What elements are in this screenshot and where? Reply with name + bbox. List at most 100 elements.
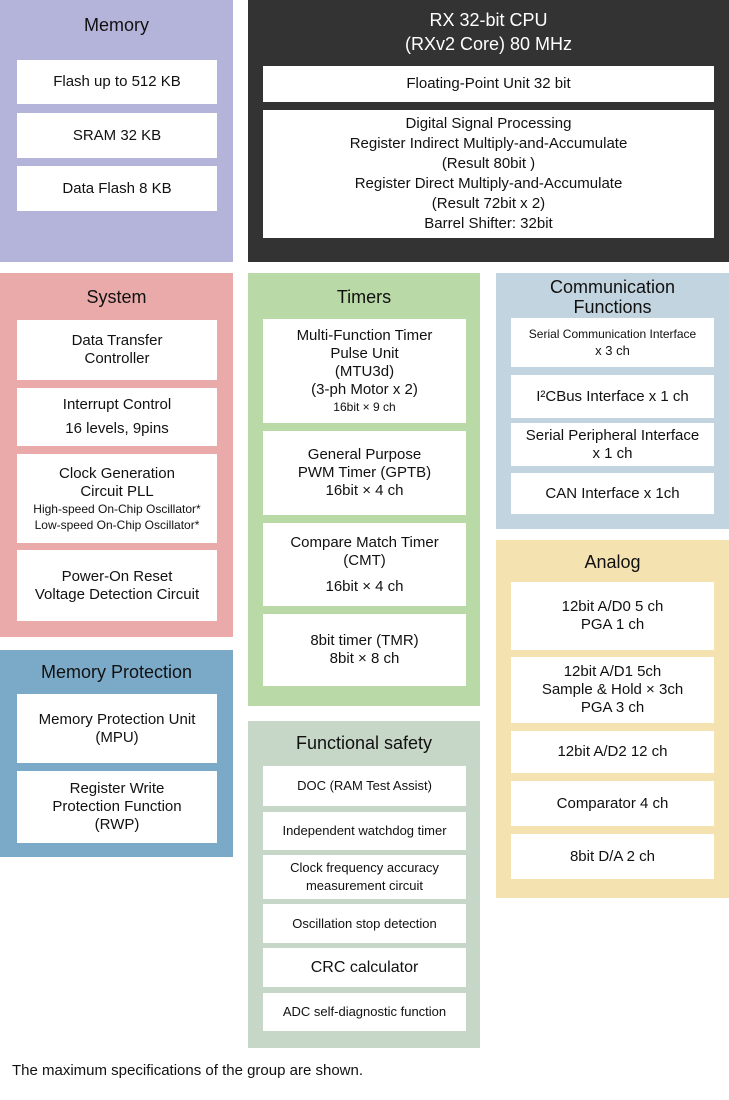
feature-line: 12bit A/D2 12 ch [557,743,668,760]
feature-line: PWM Timer (GPTB) [297,464,432,481]
feature-line: 12bit A/D1 5ch [563,663,662,680]
feature-block: Independent watchdog timer [263,812,466,850]
feature-line: (Result 72bit x 2) [431,195,546,212]
panel-title-line: System [86,287,147,307]
feature-line: 12bit A/D0 5 ch [561,598,664,615]
feature-block: 12bit A/D2 12 ch [511,731,714,773]
feature-line: Multi-Function Timer [296,327,433,344]
feature-block: Floating-Point Unit 32 bit [263,66,714,102]
feature-block: Compare Match Timer (CMT) 16bit × 4 ch [263,523,466,606]
feature-line: Sample & Hold × 3ch [541,681,684,698]
feature-line: SRAM 32 KB [72,126,162,144]
feature-line: PGA 3 ch [580,699,645,716]
timers-panel: Timers Multi-Function Timer Pulse Unit (MTU… [248,273,480,706]
feature-block: 8bit timer (TMR) 8bit × 8 ch [263,614,466,686]
feature-block: CAN Interface x 1ch [511,473,714,514]
feature-line: 8bit D/A 2 ch [569,847,656,865]
feature-block: SRAM 32 KB [17,113,217,158]
feature-block: Data Flash 8 KB [17,166,217,211]
feature-line: Interrupt Control [62,396,172,413]
feature-line: I²CBus Interface x 1 ch [536,387,689,405]
feature-line: 16bit × 4 ch [325,577,404,595]
feature-line: Independent watchdog timer [282,823,447,838]
memory-protection-panel: Memory Protection Memory Protection Unit(… [0,650,233,857]
panel-title-line: (RXv2 Core) 80 MHz [404,34,573,54]
feature-block: Power-On Reset Voltage Detection Circuit [17,550,217,621]
feature-block: 8bit D/A 2 ch [511,834,714,879]
feature-line: Serial Communication Interface [528,326,697,341]
feature-block: Memory Protection Unit (MPU) [17,694,217,763]
feature-block: Multi-Function Timer Pulse Unit (MTU3d) (3-… [263,319,466,423]
feature-line: (MPU) [95,728,139,746]
feature-block: CRC calculator [263,948,466,987]
feature-line: x 3 ch [595,342,630,358]
feature-line: DOC (RAM Test Assist) [297,778,432,793]
feature-line: General Purpose [307,446,422,463]
panel-title: Communication Functions [496,277,729,317]
panel-title-line: Memory Protection [40,662,193,682]
feature-line: ADC self-diagnostic function [282,1004,447,1019]
feature-line: 8bit × 8 ch [329,650,400,667]
memory-panel: Memory Flash up to 512 KB SRAM 32 KB Data F… [0,0,233,262]
feature-block: Flash up to 512 KB [17,60,217,104]
feature-block: ADC self-diagnostic function [263,993,466,1031]
feature-line: Register Write [69,780,165,797]
feature-block: Oscillation stop detection [263,904,466,943]
feature-block: Interrupt Control 16 levels, 9pins [17,388,217,446]
feature-block: Digital Signal Processing Register Indire… [263,110,714,238]
feature-line: Register Direct Multiply-and-Accumulate [354,175,623,192]
feature-line: Power-On Reset [61,567,173,585]
feature-block: Comparator 4 ch [511,781,714,826]
feature-line: Voltage Detection Circuit [34,585,200,603]
feature-block: Data Transfer Controller [17,320,217,380]
feature-line: Data Transfer [71,332,163,349]
panel-title-line: RX 32-bit CPU [429,10,548,30]
feature-line: Protection Function [52,798,182,815]
footnote: The maximum specifications of the group … [12,1062,363,1079]
feature-block: 12bit A/D1 5ch Sample & Hold × 3ch PGA 3 c… [511,657,714,723]
feature-line: PGA 1 ch [580,616,645,633]
feature-line: (CMT) [343,551,386,569]
feature-line: Floating-Point Unit 32 bit [406,75,571,92]
feature-block: Serial Peripheral Interface x 1 ch [511,423,714,466]
feature-line: 16bit × 4 ch [325,482,404,499]
feature-line: 16bit × 9 ch [333,400,396,414]
feature-line: Flash up to 512 KB [53,73,181,90]
feature-line: Pulse Unit [330,345,399,362]
feature-block: General Purpose PWM Timer (GPTB) 16bit × 4… [263,431,466,515]
panel-title: Memory Protection [0,662,233,682]
feature-line: Data Flash 8 KB [62,179,172,197]
feature-line: Digital Signal Processing [405,115,572,132]
panel-title-line: Analog [584,552,641,572]
feature-block: Clock frequency accuracy measurement circ… [263,855,466,899]
feature-line: CAN Interface x 1ch [545,484,680,502]
feature-line: Memory Protection Unit [38,710,196,728]
feature-line: CRC calculator [310,958,419,976]
panel-title-line: Timers [336,287,392,307]
feature-line: High-speed On-Chip Oscillator* [33,501,201,516]
feature-block: Clock Generation Circuit PLL High-speed On… [17,454,217,543]
feature-block: 12bit A/D0 5 ch PGA 1 ch [511,582,714,650]
feature-line: Register Indirect Multiply-and-Accumulat… [349,135,628,152]
panel-title-line: Functional safety [295,733,433,753]
system-panel: System Data Transfer Controller Interrupt C… [0,273,233,637]
feature-line: Clock Generation [59,464,175,482]
analog-panel: Analog 12bit A/D0 5 ch PGA 1 ch 12bit A/D1 … [496,540,729,898]
panel-title: Functional safety [248,733,480,753]
feature-line: Circuit PLL [80,482,154,500]
feature-block: I²CBus Interface x 1 ch [511,375,714,418]
panel-title: Analog [496,552,729,572]
panel-title: Memory [0,15,233,35]
feature-block: Serial Communication Interface x 3 ch [511,318,714,367]
feature-line: Oscillation stop detection [292,915,437,931]
panel-title: RX 32-bit CPU (RXv2 Core) 80 MHz [248,8,729,56]
feature-line: measurement circuit [305,878,424,893]
communication-panel: Communication Functions Serial Communicati… [496,273,729,529]
feature-line: Controller [84,350,150,367]
feature-line: (3-ph Motor x 2) [311,381,418,398]
feature-line: (MTU3d) [334,363,395,380]
feature-line: Compare Match Timer [290,533,439,551]
feature-line: 8bit timer (TMR) [310,632,419,649]
cpu-panel: RX 32-bit CPU (RXv2 Core) 80 MHz Floating-… [248,0,729,262]
functional-safety-panel: Functional safety DOC (RAM Test Assist) In… [248,721,480,1048]
